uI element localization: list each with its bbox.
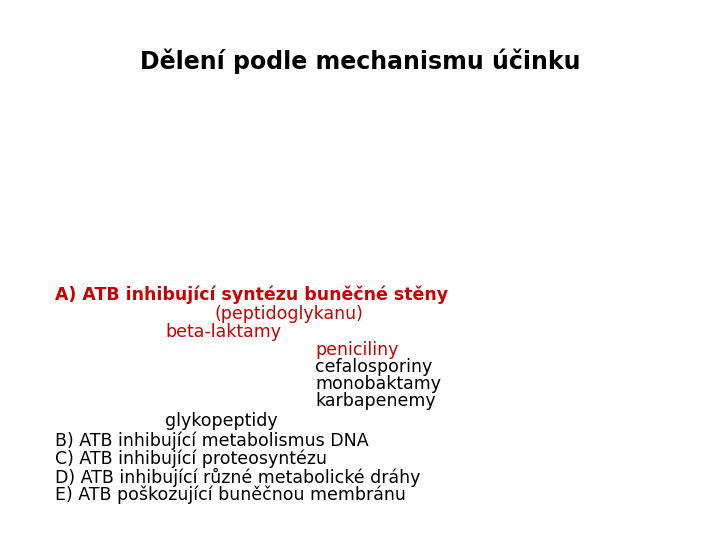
Text: peniciliny: peniciliny (315, 341, 398, 359)
Text: monobaktamy: monobaktamy (315, 375, 441, 393)
Text: A) ATB inhibující syntézu buněčné stěny: A) ATB inhibující syntézu buněčné stěny (55, 285, 448, 303)
Text: beta-laktamy: beta-laktamy (165, 323, 281, 341)
Text: B) ATB inhibující metabolismus DNA: B) ATB inhibující metabolismus DNA (55, 432, 369, 450)
Text: Dělení podle mechanismu účinku: Dělení podle mechanismu účinku (140, 48, 580, 73)
Text: D) ATB inhibující různé metabolické dráhy: D) ATB inhibující různé metabolické dráh… (55, 468, 420, 487)
Text: E) ATB poškozující buněčnou membránu: E) ATB poškozující buněčnou membránu (55, 486, 406, 504)
Text: glykopeptidy: glykopeptidy (165, 412, 278, 430)
Text: (peptidoglykanu): (peptidoglykanu) (215, 305, 364, 323)
Text: karbapenemy: karbapenemy (315, 392, 436, 410)
Text: C) ATB inhibující proteosyntézu: C) ATB inhibující proteosyntézu (55, 450, 327, 469)
Text: cefalosporiny: cefalosporiny (315, 358, 432, 376)
